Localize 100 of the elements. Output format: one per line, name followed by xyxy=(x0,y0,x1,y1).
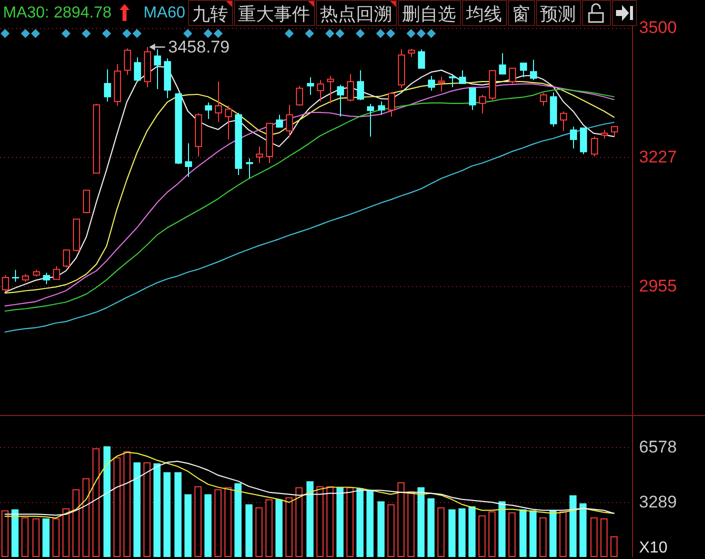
candlestick xyxy=(52,266,60,280)
bar xyxy=(366,490,374,557)
candlestick xyxy=(266,122,274,164)
candlestick xyxy=(92,103,100,174)
annotation: 九转 xyxy=(192,4,228,24)
candlestick xyxy=(276,114,284,128)
candlestick xyxy=(498,52,506,74)
candlestick xyxy=(144,46,152,88)
candlestick xyxy=(104,68,112,102)
candlestick xyxy=(174,92,182,165)
candlestick xyxy=(388,92,396,118)
text: MA60 xyxy=(144,4,186,22)
candlestick xyxy=(224,105,232,140)
bar xyxy=(417,487,425,557)
button[interactable]: 删自选 xyxy=(398,0,461,26)
candlestick xyxy=(438,76,446,92)
bar xyxy=(336,487,344,557)
candlestick xyxy=(530,59,538,81)
text: X10 xyxy=(639,540,668,556)
bar xyxy=(356,488,364,557)
candlestick xyxy=(164,58,172,99)
candlestick xyxy=(448,73,456,88)
candlestick xyxy=(326,75,334,104)
bar xyxy=(448,509,456,557)
bar xyxy=(245,504,253,557)
candlestick xyxy=(570,126,578,149)
annotation: 重大事件 xyxy=(238,4,310,24)
bar xyxy=(549,510,557,557)
candlestick xyxy=(336,84,344,118)
candlestick xyxy=(214,81,222,122)
bar xyxy=(569,495,577,557)
candlestick xyxy=(428,75,436,92)
candlestick xyxy=(540,92,548,106)
candlestick xyxy=(306,76,314,96)
y-tick-label: 3227 xyxy=(639,147,677,166)
candlestick xyxy=(458,70,466,84)
candlestick xyxy=(12,269,20,282)
button[interactable]: 重大事件 xyxy=(234,0,315,26)
bar xyxy=(529,510,537,557)
button[interactable]: 预测 xyxy=(536,0,581,26)
candlestick xyxy=(590,136,598,158)
bar xyxy=(498,501,506,557)
annotation: 预测 xyxy=(540,4,576,24)
bar xyxy=(133,462,141,557)
candlestick xyxy=(22,274,30,282)
bar xyxy=(458,508,466,557)
candlestick xyxy=(478,94,486,114)
text: MA30: 2894.78 xyxy=(3,4,112,22)
candlestick xyxy=(356,70,364,101)
candlestick xyxy=(560,110,568,132)
candlestick xyxy=(600,129,608,139)
candlestick xyxy=(346,73,354,102)
button[interactable] xyxy=(612,0,637,26)
candlestick xyxy=(580,128,588,155)
button[interactable]: 均线 xyxy=(462,0,507,26)
candlestick xyxy=(82,189,90,214)
candlestick xyxy=(366,103,374,138)
candlestick xyxy=(316,80,324,102)
candlestick xyxy=(488,70,496,101)
candlestick xyxy=(418,48,426,69)
annotation: 3458.79 xyxy=(168,38,230,57)
bar xyxy=(579,503,587,557)
y-tick-label: 6578 xyxy=(639,437,677,456)
candlestick xyxy=(468,87,476,111)
candlestick xyxy=(550,92,558,128)
button[interactable]: 窗 xyxy=(508,0,535,26)
bar xyxy=(519,509,527,557)
y-tick-label: 3500 xyxy=(639,18,677,38)
button[interactable]: 热点回溯 xyxy=(316,0,397,26)
candlestick xyxy=(398,48,406,89)
candlestick xyxy=(114,64,122,106)
bar xyxy=(427,498,435,557)
line-series xyxy=(4,452,614,519)
candlestick xyxy=(184,142,192,178)
bar xyxy=(468,506,476,557)
annotation: 删自选 xyxy=(402,4,456,24)
bar xyxy=(11,509,19,557)
candlestick xyxy=(204,102,212,120)
y-tick-label: 2955 xyxy=(639,276,677,296)
bar xyxy=(103,446,111,557)
candlestick xyxy=(234,112,242,176)
candlestick xyxy=(72,218,80,252)
bar xyxy=(275,499,283,557)
candlestick xyxy=(296,85,304,106)
line-series xyxy=(4,122,614,333)
bar xyxy=(234,483,242,557)
bar xyxy=(204,494,212,557)
bar xyxy=(42,518,50,557)
candlestick xyxy=(124,48,132,76)
annotation: 窗 xyxy=(512,4,530,24)
candlestick xyxy=(508,67,516,84)
candlestick xyxy=(154,48,162,90)
button[interactable]: 九转 xyxy=(188,0,233,26)
bar xyxy=(174,472,182,557)
bar xyxy=(377,501,385,557)
candlestick xyxy=(134,56,142,82)
button[interactable] xyxy=(582,0,611,26)
candlestick xyxy=(378,100,386,116)
candlestick xyxy=(256,146,264,164)
candlestick xyxy=(610,126,618,138)
